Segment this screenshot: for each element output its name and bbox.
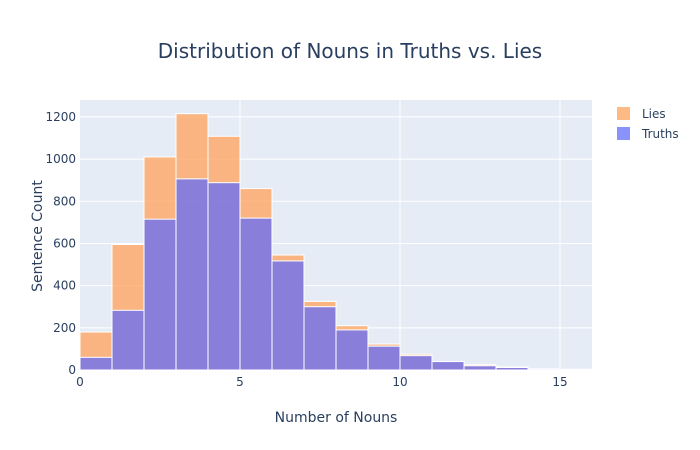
tick-labels: 0 200 400 600 800 1000 1200 0 5 10 15 xyxy=(45,110,567,389)
bar-truths[interactable] xyxy=(335,329,369,371)
y-tick-label: 0 xyxy=(68,363,76,377)
y-tick-label: 200 xyxy=(53,321,76,335)
bar-truths[interactable] xyxy=(175,178,209,371)
x-tick-label: 10 xyxy=(392,375,407,389)
y-tick-label: 1000 xyxy=(45,152,76,166)
bar-truths[interactable] xyxy=(463,365,497,371)
x-tick-label: 15 xyxy=(552,375,567,389)
y-tick-label: 1200 xyxy=(45,110,76,124)
legend-label: Lies xyxy=(642,107,666,121)
legend-item-truths[interactable]: Truths xyxy=(617,127,679,141)
legend[interactable]: Lies Truths xyxy=(617,107,679,141)
x-tick-label: 5 xyxy=(236,375,244,389)
bars[interactable] xyxy=(79,113,593,371)
legend-label: Truths xyxy=(641,127,679,141)
bar-truths[interactable] xyxy=(527,368,561,371)
bar-truths[interactable] xyxy=(239,217,273,371)
y-tick-label: 600 xyxy=(53,236,76,250)
bar-truths[interactable] xyxy=(303,306,337,371)
bar-truths[interactable] xyxy=(271,260,305,371)
bar-truths[interactable] xyxy=(79,356,113,371)
bar-truths[interactable] xyxy=(111,309,145,371)
legend-swatch xyxy=(617,107,630,120)
bar-truths[interactable] xyxy=(399,355,433,371)
bar-truths[interactable] xyxy=(559,368,593,371)
y-axis-title: Sentence Count xyxy=(30,180,46,292)
x-tick-label: 0 xyxy=(76,375,84,389)
y-tick-label: 800 xyxy=(53,194,76,208)
x-axis-title: Number of Nouns xyxy=(275,410,398,426)
bar-truths[interactable] xyxy=(367,345,401,371)
legend-swatch xyxy=(617,127,630,140)
y-tick-label: 400 xyxy=(53,279,76,293)
legend-item-lies[interactable]: Lies xyxy=(617,107,666,121)
bar-truths[interactable] xyxy=(495,366,529,371)
bar-truths[interactable] xyxy=(143,218,177,371)
chart-title: Distribution of Nouns in Truths vs. Lies xyxy=(158,39,542,63)
bar-truths[interactable] xyxy=(207,182,241,371)
bar-truths[interactable] xyxy=(431,361,465,371)
